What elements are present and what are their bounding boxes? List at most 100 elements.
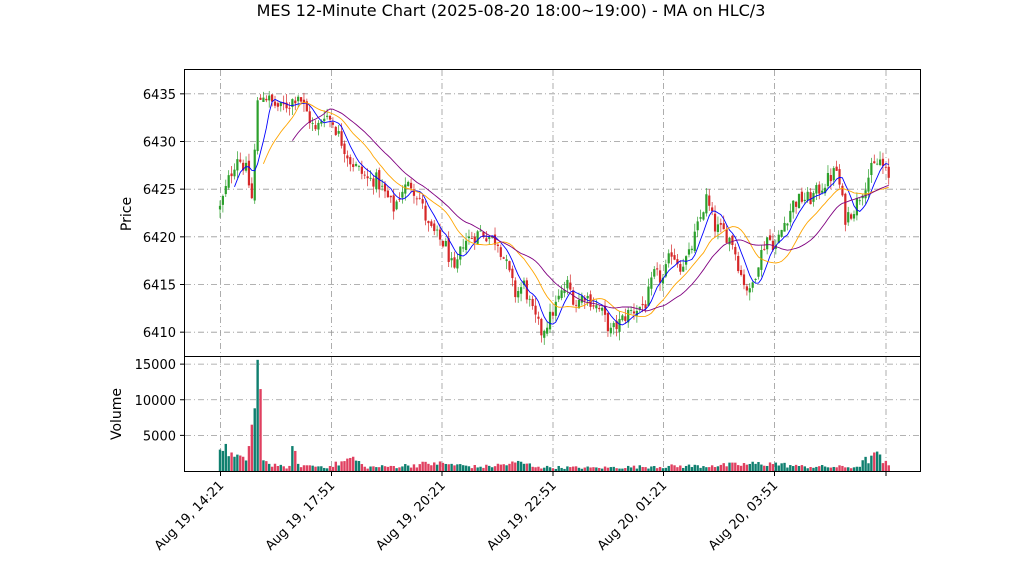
candle-body — [858, 200, 861, 202]
candle-body — [884, 166, 887, 168]
volume-bar — [380, 465, 384, 471]
volume-bar — [754, 463, 757, 471]
candle-body — [407, 181, 410, 187]
candle-body — [754, 278, 757, 280]
volume-bar — [621, 468, 624, 471]
candle-body — [314, 125, 317, 130]
candle-body — [221, 195, 224, 205]
volume-bar — [230, 452, 233, 471]
price-tick-label: 6435 — [143, 88, 176, 103]
candle-body — [276, 103, 279, 107]
candle-body — [676, 259, 679, 265]
volume-bar — [615, 468, 618, 471]
volume-bar — [288, 465, 291, 471]
volume-bar — [760, 464, 763, 471]
volume-bar — [708, 467, 711, 471]
candle-body — [653, 269, 656, 277]
volume-bar — [430, 465, 433, 471]
candle-body — [563, 290, 566, 294]
volume-bar — [360, 464, 364, 471]
candle-body — [560, 290, 563, 299]
candle-body — [302, 99, 306, 104]
candle-body — [363, 174, 366, 176]
volume-bar — [574, 466, 578, 471]
volume-bar — [427, 463, 430, 471]
candle-body — [624, 316, 627, 321]
candle-body — [751, 282, 754, 288]
volume-bar — [783, 462, 786, 471]
candle-body — [320, 121, 323, 124]
candle-body — [230, 173, 233, 177]
candle-body — [838, 169, 841, 185]
volume-bar — [748, 463, 751, 471]
candle-body — [708, 195, 711, 206]
volume-bar — [247, 446, 251, 471]
price-tick-label: 6415 — [143, 279, 176, 294]
candle-body — [702, 212, 705, 220]
volume-bar — [253, 408, 256, 471]
candle-body — [294, 100, 297, 104]
candle-body — [800, 191, 803, 202]
volume-bar — [268, 463, 271, 471]
volume-bar — [296, 463, 300, 471]
candle-body — [247, 160, 251, 186]
candle-body — [493, 234, 497, 245]
candle-body — [485, 238, 488, 242]
candle-body — [867, 177, 870, 192]
volume-bar — [667, 465, 670, 471]
candle-body — [731, 235, 734, 246]
volume-bar — [670, 464, 673, 471]
volume-bar — [412, 464, 416, 471]
volume-bar — [693, 464, 696, 471]
volume-bar — [823, 466, 827, 471]
volume-bar — [641, 467, 644, 471]
candle-body — [383, 183, 387, 192]
volume-bar — [635, 468, 639, 471]
candle-body — [470, 238, 473, 239]
candle-body — [305, 101, 308, 112]
volume-bar — [800, 465, 804, 471]
volume-bar — [340, 461, 343, 471]
volume-bar — [734, 462, 737, 471]
candle-body — [499, 247, 502, 257]
candle-body — [354, 163, 358, 166]
volume-bar — [435, 464, 439, 471]
candle-body — [349, 157, 352, 165]
candle-body — [462, 247, 465, 249]
volume-bar — [482, 467, 485, 471]
candle-body — [496, 244, 500, 246]
volume-bar — [453, 465, 456, 471]
candle-body — [815, 185, 818, 194]
price-tick-label: 6410 — [143, 326, 176, 341]
volume-bar — [493, 466, 497, 471]
price-axis: 6410 6415 6420 6425 6430 6435 — [143, 88, 184, 341]
candle-body — [450, 258, 453, 261]
candle-body — [415, 198, 418, 200]
candle-body — [236, 159, 239, 171]
volume-bar — [583, 467, 586, 471]
candle-body — [256, 100, 259, 152]
candle-body — [679, 263, 682, 272]
time-tick-label: Aug 19, 14:21 — [152, 478, 228, 554]
volume-bar — [598, 467, 601, 471]
volume-bar — [398, 467, 401, 471]
volume-bar — [467, 466, 471, 471]
volume-bar — [786, 467, 789, 471]
volume-bar — [395, 468, 398, 471]
candle-body — [467, 236, 471, 239]
volume-bar — [632, 465, 636, 471]
volume-tick-label: 5000 — [143, 429, 176, 444]
volume-bar — [372, 466, 375, 471]
volume-bar — [519, 461, 523, 471]
candle-body — [424, 205, 427, 221]
volume-bar — [282, 466, 285, 471]
candle-body — [580, 295, 583, 303]
candle-body — [577, 299, 581, 309]
volume-bar — [806, 468, 809, 471]
candle-body — [540, 318, 543, 336]
time-tick-label: Aug 20, 03:51 — [706, 478, 782, 554]
volume-bar — [809, 467, 812, 471]
candle-body — [725, 229, 728, 243]
volume-bar — [485, 464, 488, 471]
volume-bar — [273, 463, 277, 471]
